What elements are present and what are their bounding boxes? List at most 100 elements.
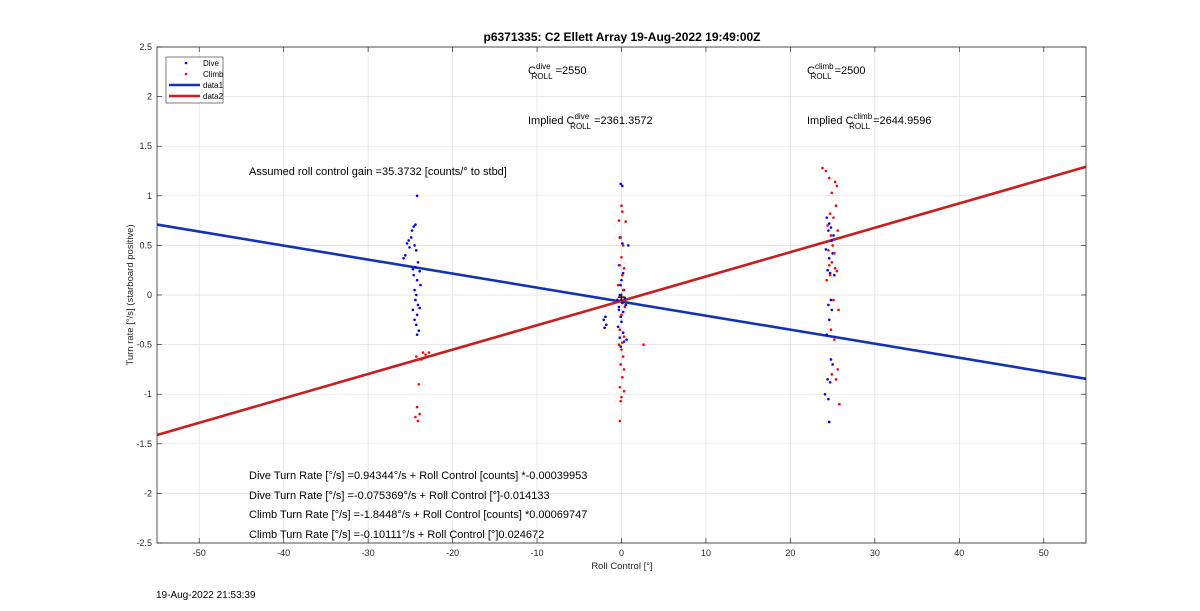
y-tick-labels: -2.5 -2 -1.5 -1 -0.5 0 0.5 1 1.5 2 2.5 <box>136 42 152 548</box>
climb-point <box>618 385 622 389</box>
climb-point <box>616 283 620 287</box>
x-tick-label: 0 <box>619 548 624 558</box>
x-tick-label: 20 <box>785 548 795 558</box>
climb-point <box>622 266 626 270</box>
dive-point <box>621 271 625 275</box>
climb-point <box>835 269 839 273</box>
dive-point <box>415 194 419 198</box>
climb-point <box>620 313 623 317</box>
dive-point <box>828 271 832 275</box>
climb-point <box>834 204 838 208</box>
x-tick-label: -50 <box>193 548 206 558</box>
dive-point <box>604 315 607 319</box>
climb-point <box>420 358 423 361</box>
x-tick-label: -20 <box>446 548 459 558</box>
climb-point <box>620 256 623 259</box>
c-roll-climb-annotation: Cclimb ROLL =2500 <box>807 62 865 81</box>
dive-point <box>619 283 622 287</box>
climb-point <box>830 191 834 195</box>
dive-point <box>621 184 624 188</box>
dive-point <box>626 244 630 247</box>
dive-point <box>830 308 834 312</box>
climb-point <box>416 419 420 423</box>
dive-point <box>405 242 409 245</box>
climb-point <box>418 412 421 416</box>
climb-point <box>618 419 622 423</box>
dive-point <box>617 308 621 312</box>
climb-point <box>837 308 840 312</box>
climb-point <box>826 224 829 227</box>
climb-point <box>621 288 625 292</box>
climb-point <box>427 351 431 354</box>
dive-point <box>414 323 418 327</box>
climb-point <box>624 220 628 223</box>
dive-point <box>417 329 421 333</box>
x-tick-label: -40 <box>277 548 290 558</box>
dive-point <box>829 358 833 361</box>
plot-axes: + -50 -40 -30 -20 -10 0 10 20 30 40 50 -2.5-2-1.5-… <box>136 42 1087 558</box>
climb-point <box>620 348 623 351</box>
dive-point <box>625 338 628 341</box>
dive-point <box>619 315 622 319</box>
dive-point <box>414 223 417 226</box>
climb-point <box>619 298 622 302</box>
x-tick-labels: -50 -40 -30 -20 -10 0 10 20 30 40 50 <box>193 548 1049 558</box>
y-tick-label: 0 <box>147 290 152 300</box>
climb-point <box>827 176 831 180</box>
climb-point <box>621 355 625 358</box>
scatter-points: + <box>402 166 841 424</box>
y-tick-label: -1.5 <box>136 439 152 449</box>
dive-point <box>827 256 831 260</box>
y-tick-label: 1 <box>147 191 152 201</box>
dive-point <box>604 323 608 327</box>
equation-dive-counts: Dive Turn Rate [°/s] =0.94344°/s + Roll … <box>249 470 587 482</box>
climb-point <box>622 335 626 338</box>
y-tick-label: -0.5 <box>136 340 152 350</box>
dive-point <box>623 296 627 300</box>
chart-title: p6371335: C2 Ellett Array 19-Aug-2022 19… <box>483 30 760 44</box>
climb-point <box>424 353 427 356</box>
x-axis-label: Roll Control [°] <box>591 561 652 572</box>
dive-point <box>827 420 831 424</box>
dive-point <box>418 306 421 310</box>
dive-point <box>413 244 416 247</box>
x-tick-label: 10 <box>701 548 711 558</box>
climb-point <box>619 399 622 403</box>
dive-point <box>409 236 413 239</box>
x-tick-label: 40 <box>954 548 964 558</box>
climb-point <box>414 355 418 358</box>
climb-point <box>828 212 832 215</box>
climb-point <box>415 405 419 409</box>
dive-point <box>824 248 828 251</box>
dive-point <box>603 326 606 330</box>
centroid-marker: + <box>617 289 626 306</box>
y-tick-label: 2 <box>147 92 152 102</box>
climb-point <box>414 415 417 419</box>
climb-point <box>621 210 624 213</box>
implied-c-roll-dive-annotation: Implied Cdive ROLL =2361.3572 <box>528 112 653 131</box>
climb-point <box>824 169 828 173</box>
dive-point <box>827 303 830 307</box>
dive-point <box>617 305 621 309</box>
dive-point <box>408 246 411 249</box>
climb-point <box>623 305 627 309</box>
climb-point <box>836 229 840 232</box>
climb-point <box>834 378 838 381</box>
roll-gain-annotation: Assumed roll control gain =35.3732 [coun… <box>249 166 507 178</box>
dive-point <box>620 320 623 324</box>
dive-point <box>416 260 420 264</box>
grid-lines <box>157 46 1086 544</box>
dive-point <box>619 182 622 186</box>
climb-point <box>831 244 834 247</box>
climb-point <box>642 343 645 346</box>
dive-point <box>414 249 418 252</box>
dive-point <box>407 239 410 242</box>
climb-point <box>621 244 625 247</box>
dive-point <box>621 310 625 314</box>
dive-point <box>621 242 624 245</box>
climb-point <box>617 219 621 222</box>
dive-point <box>620 278 623 282</box>
dive-point <box>419 283 422 287</box>
dive-point <box>412 273 416 277</box>
dive-point <box>826 378 829 381</box>
